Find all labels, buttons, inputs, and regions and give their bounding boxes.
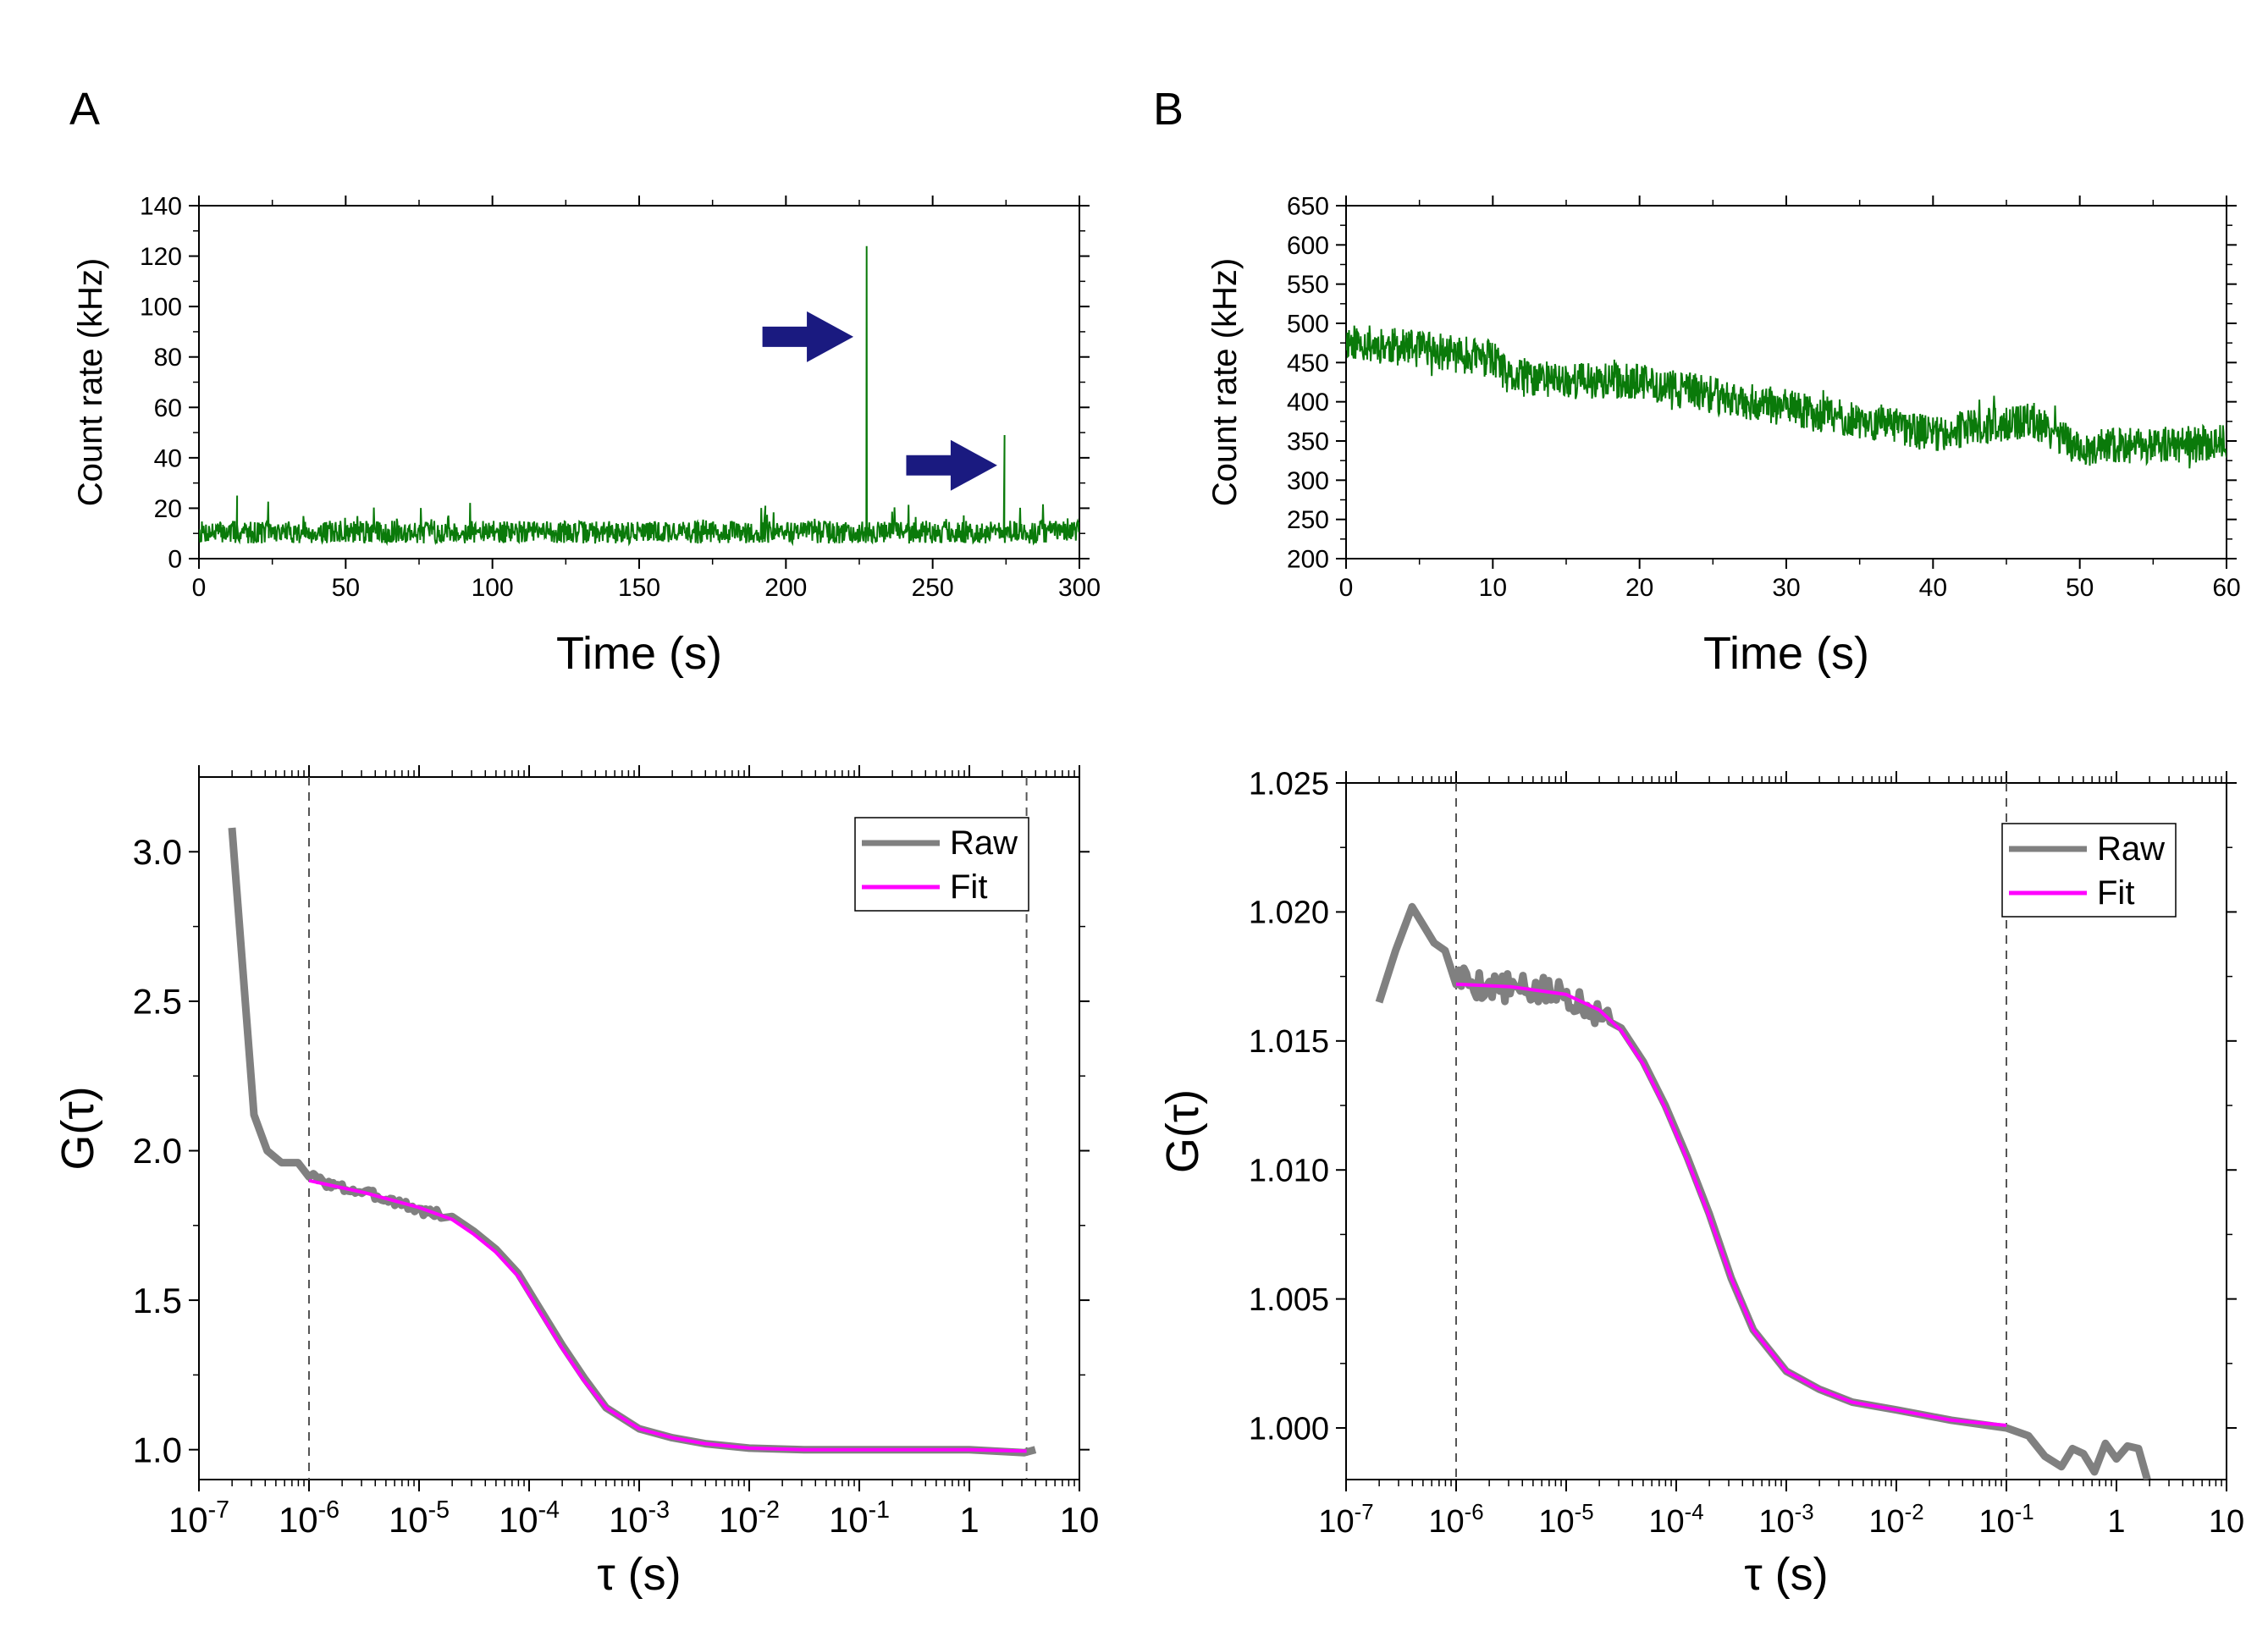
- y-tick-label: 450: [1287, 350, 1329, 378]
- x-tick-label: 100: [472, 574, 514, 602]
- y-tick-label: 1.005: [1249, 1282, 1329, 1318]
- raw-correlation-curve: [1375, 902, 2151, 1480]
- plot-frame: [1345, 205, 2227, 559]
- x-tick-label: 0: [1339, 574, 1354, 602]
- y-tick-label: 40: [154, 444, 182, 472]
- fit-correlation-curve: [308, 1178, 1027, 1453]
- x-tick-label: 10: [2209, 1504, 2244, 1540]
- y-tick-label: 200: [1287, 546, 1329, 574]
- x-tick-label: 10-4: [1648, 1501, 1703, 1540]
- x-tick-label: 0: [192, 574, 207, 602]
- y-tick-label: 0: [168, 546, 182, 574]
- x-tick-label: 200: [764, 574, 807, 602]
- x-tick-label: 10-5: [389, 1496, 450, 1540]
- fit-correlation-curve: [1455, 982, 2007, 1427]
- legend-label-raw: Raw: [2097, 830, 2165, 868]
- y-tick-label: 1.020: [1249, 896, 1329, 931]
- y-tick-label: 650: [1287, 193, 1329, 221]
- x-tick-label: 10-2: [1868, 1501, 1923, 1540]
- y-tick-label: 120: [140, 243, 182, 271]
- x-tick-label: 10-2: [719, 1496, 780, 1540]
- y-tick-label: 600: [1287, 232, 1329, 260]
- y-tick-label: 1.025: [1249, 766, 1329, 802]
- x-tick-label: 50: [332, 574, 360, 602]
- legend-box: [2001, 823, 2177, 918]
- x-tick-label: 40: [1919, 574, 1947, 602]
- x-tick-label: 10-7: [1318, 1501, 1373, 1540]
- x-tick-label: 10-1: [1978, 1501, 2033, 1540]
- x-tick-label: 10-6: [1428, 1501, 1483, 1540]
- y-axis-label: G(τ): [52, 1086, 103, 1170]
- x-tick-label: 50: [2066, 574, 2094, 602]
- y-tick-label: 250: [1287, 506, 1329, 534]
- x-axis-label: τ (s): [1744, 1549, 1828, 1600]
- x-tick-label: 10-3: [609, 1496, 670, 1540]
- y-tick-label: 60: [154, 394, 182, 422]
- arrow-1-icon: [762, 311, 854, 362]
- y-tick-label: 1.000: [1249, 1411, 1329, 1447]
- y-tick-label: 1.015: [1249, 1024, 1329, 1060]
- panel-label-a: A: [69, 84, 101, 135]
- legend-label-fit: Fit: [950, 868, 987, 906]
- x-tick-label: 20: [1625, 574, 1653, 602]
- count-rate-trace: [1346, 325, 2227, 469]
- x-tick-label: 150: [618, 574, 660, 602]
- x-tick-label: 30: [1772, 574, 1800, 602]
- legend-label-raw: Raw: [950, 824, 1018, 862]
- y-tick-label: 1.5: [133, 1281, 182, 1320]
- legend-label-fit: Fit: [2097, 874, 2134, 912]
- y-tick-label: 100: [140, 294, 182, 322]
- y-tick-label: 1.010: [1249, 1154, 1329, 1189]
- y-tick-label: 350: [1287, 428, 1329, 456]
- y-tick-label: 300: [1287, 467, 1329, 495]
- x-axis-label: τ (s): [597, 1549, 681, 1600]
- y-tick-label: 500: [1287, 311, 1329, 339]
- x-axis-label: Time (s): [556, 628, 722, 679]
- y-axis-label: Count rate (kHz): [72, 258, 109, 506]
- x-tick-label: 60: [2212, 574, 2240, 602]
- plot-frame: [198, 205, 1080, 559]
- y-tick-label: 3.0: [133, 832, 182, 872]
- x-tick-label: 10: [1060, 1500, 1100, 1540]
- x-tick-label: 10-7: [168, 1496, 229, 1540]
- x-tick-label: 10-3: [1758, 1501, 1813, 1540]
- panel-label-b: B: [1153, 84, 1184, 135]
- x-tick-label: 10: [1479, 574, 1507, 602]
- x-tick-label: 10-4: [499, 1496, 560, 1540]
- y-tick-label: 2.5: [133, 982, 182, 1022]
- y-tick-label: 1.0: [133, 1430, 182, 1469]
- y-axis-label: G(τ): [1157, 1089, 1208, 1173]
- x-tick-label: 1: [959, 1500, 979, 1540]
- y-tick-label: 550: [1287, 271, 1329, 299]
- x-tick-label: 250: [912, 574, 954, 602]
- legend-box: [854, 817, 1029, 912]
- y-tick-label: 140: [140, 193, 182, 221]
- x-tick-label: 10-1: [829, 1496, 890, 1540]
- y-tick-label: 20: [154, 495, 182, 523]
- arrow-2-icon: [906, 439, 997, 491]
- y-tick-label: 80: [154, 344, 182, 372]
- x-tick-label: 1: [2107, 1504, 2125, 1540]
- raw-correlation-curve: [228, 827, 1037, 1457]
- y-tick-label: 400: [1287, 389, 1329, 416]
- x-tick-label: 300: [1058, 574, 1101, 602]
- x-tick-label: 10-6: [279, 1496, 339, 1540]
- y-axis-label: Count rate (kHz): [1206, 258, 1244, 506]
- x-tick-label: 10-5: [1538, 1501, 1593, 1540]
- y-tick-label: 2.0: [133, 1131, 182, 1171]
- x-axis-label: Time (s): [1703, 628, 1869, 679]
- count-rate-trace: [199, 245, 1079, 547]
